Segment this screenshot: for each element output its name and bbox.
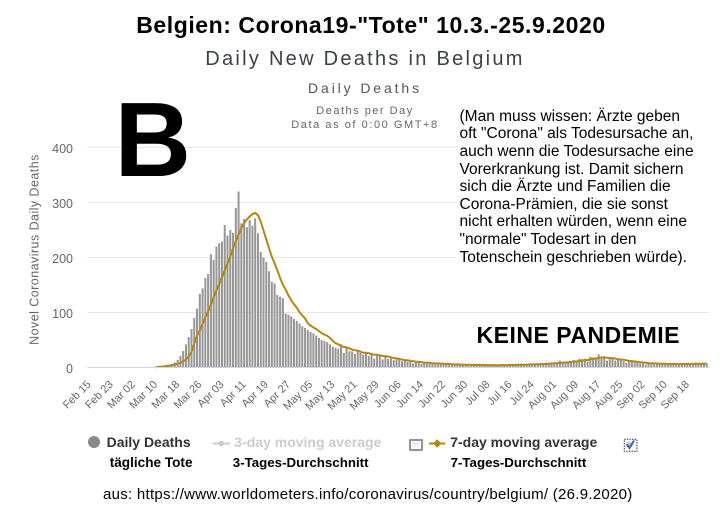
- svg-text:Jul 16: Jul 16: [485, 379, 514, 408]
- svg-text:200: 200: [52, 252, 73, 266]
- svg-text:300: 300: [52, 197, 73, 211]
- svg-text:Novel Coronavirus Daily Deaths: Novel Coronavirus Daily Deaths: [28, 154, 42, 345]
- svg-text:0: 0: [66, 362, 73, 376]
- svg-text:400: 400: [52, 142, 73, 156]
- svg-text:100: 100: [52, 307, 73, 321]
